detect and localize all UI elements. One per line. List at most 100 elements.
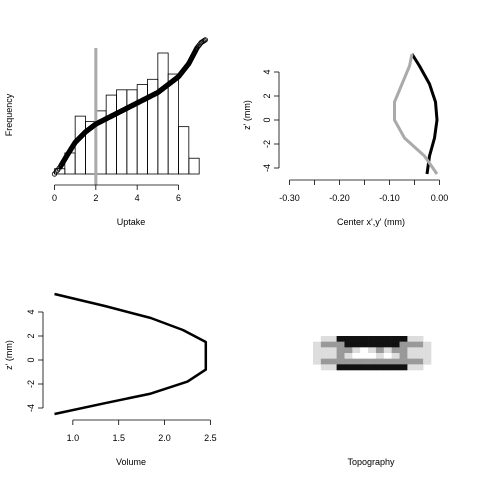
heatmap-cell	[336, 364, 345, 371]
heatmap-cell	[368, 347, 377, 354]
center-series-line-1	[393, 53, 439, 175]
volume-x-tick-label: 2.5	[204, 433, 217, 443]
heatmap-cell	[368, 336, 377, 342]
heatmap-cell	[407, 336, 416, 342]
heatmap-cell	[407, 347, 416, 354]
heatmap-cell	[399, 341, 408, 348]
uptake-xlabel: Uptake	[117, 217, 146, 227]
heatmap-cell	[328, 358, 337, 365]
heatmap-cell	[344, 347, 353, 354]
heatmap-cell	[399, 347, 408, 354]
heatmap-cell	[352, 364, 361, 371]
volume-series-line-0	[54, 292, 208, 416]
center-xlabel: Center x',y' (mm)	[337, 217, 405, 227]
heatmap-cell	[320, 347, 330, 354]
volume-x-tick-label: 1.0	[67, 433, 80, 443]
heatmap-cell	[399, 336, 408, 342]
heatmap-cell	[352, 341, 361, 348]
histogram-bar-10	[157, 52, 169, 175]
histogram-bar-11	[167, 73, 179, 175]
heatmap-cell	[336, 358, 345, 365]
histogram-bar-12	[178, 126, 190, 175]
heatmap-cell	[391, 336, 400, 342]
heatmap-cell	[375, 358, 385, 365]
heatmap-cell	[344, 364, 353, 371]
heatmap-cell	[383, 364, 392, 371]
heatmap-cell	[415, 364, 424, 371]
heatmap-cell	[423, 358, 432, 365]
heatmap-cell	[360, 353, 369, 359]
volume-y-tick-label: -2	[26, 380, 36, 388]
heatmap-cell	[352, 358, 361, 365]
heatmap-cell	[320, 353, 330, 359]
heatmap-cell	[336, 353, 345, 359]
center-x-tick-label: -0.30	[279, 193, 300, 203]
center-y-tick-label: -4	[262, 164, 272, 172]
heatmap-cell	[360, 347, 369, 354]
heatmap-cell	[375, 341, 385, 348]
heatmap-cell	[360, 336, 369, 342]
heatmap-cell	[375, 353, 385, 359]
center-x-tick-label: -0.10	[379, 193, 400, 203]
heatmap-cell	[375, 364, 385, 371]
histogram-bar-13	[188, 157, 200, 175]
heatmap-cell	[383, 341, 392, 348]
heatmap-cell	[313, 341, 322, 348]
heatmap-cell	[415, 341, 424, 348]
panel-center: Center x',y' (mm) z' (mm) -0.30 -0.20 -0.1…	[242, 53, 449, 227]
heatmap-cell	[391, 341, 400, 348]
heatmap-cell	[423, 347, 432, 354]
heatmap-cell	[336, 336, 345, 342]
heatmap-cell	[415, 353, 424, 359]
heatmap-cell	[407, 353, 416, 359]
heatmap-cell	[383, 347, 392, 354]
heatmap-cell	[368, 353, 377, 359]
uptake-x-tick-label: 0	[52, 193, 57, 203]
heatmap-cell	[375, 336, 385, 342]
uptake-point	[201, 37, 207, 44]
uptake-ylabel: Frequency	[4, 93, 14, 136]
heatmap-cell	[328, 353, 337, 359]
heatmap-cell	[399, 358, 408, 365]
heatmap-cell	[328, 341, 337, 348]
center-y-tick-label: 2	[262, 93, 272, 98]
heatmap-cell	[407, 358, 416, 365]
heatmap-cell	[360, 358, 369, 365]
panel-uptake: Uptake Frequency 0 2 4 6	[4, 37, 208, 227]
heatmap-cell	[391, 353, 400, 359]
panel-topography: Topography	[313, 336, 432, 467]
uptake-x-tick-label: 6	[176, 193, 181, 203]
heatmap-cell	[415, 358, 424, 365]
heatmap-cell	[320, 336, 330, 342]
uptake-point	[202, 37, 208, 43]
volume-y-tick-label: 4	[26, 309, 36, 314]
heatmap-cell	[391, 347, 400, 354]
heatmap-cell	[313, 358, 322, 365]
heatmap-cell	[352, 336, 361, 342]
heatmap-cell	[313, 353, 322, 359]
uptake-x-tick-label: 4	[135, 193, 140, 203]
heatmap-cell	[344, 358, 353, 365]
heatmap-cell	[399, 364, 408, 371]
heatmap-cell	[391, 364, 400, 371]
center-y-tick-label: 4	[262, 69, 272, 74]
heatmap-cell	[368, 364, 377, 371]
heatmap-cell	[344, 336, 353, 342]
heatmap-cell	[313, 347, 322, 354]
topography-xlabel: Topography	[347, 457, 395, 467]
heatmap-cell	[352, 347, 361, 354]
heatmap-cell	[328, 336, 337, 342]
heatmap-cell	[399, 353, 408, 359]
center-x-tick-label: 0.00	[431, 193, 449, 203]
heatmap-cell	[344, 353, 353, 359]
heatmap-cell	[383, 353, 392, 359]
panel-volume: Volume z' (mm) 1.0 1.5 2.0 2.5 -4 -2 0 2 4	[4, 292, 217, 467]
heatmap-cell	[423, 341, 432, 348]
heatmap-cell	[336, 341, 345, 348]
heatmap-cell	[328, 364, 337, 371]
center-y-tick-label: 0	[262, 117, 272, 122]
uptake-x-tick-label: 2	[93, 193, 98, 203]
heatmap-cell	[352, 353, 361, 359]
heatmap-cell	[423, 353, 432, 359]
heatmap-cell	[415, 336, 424, 342]
